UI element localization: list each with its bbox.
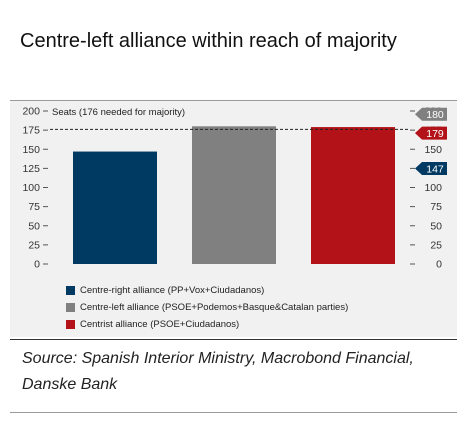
- y-tick-label-right: 0: [436, 259, 442, 271]
- legend-swatch: [66, 286, 75, 295]
- y-tick-label-left: 0: [34, 259, 40, 271]
- source-divider: [10, 339, 457, 340]
- value-tag-2: [415, 126, 447, 140]
- y-tick-label-left: 100: [22, 182, 40, 194]
- y-tick-label-left: 175: [22, 125, 40, 137]
- legend-label: Centrist alliance (PSOE+Ciudadanos): [80, 319, 240, 330]
- chart-title: Centre-left alliance within reach of maj…: [20, 30, 397, 52]
- legend: Centre-right alliance (PP+Vox+Ciudadanos…: [66, 282, 348, 333]
- y-tick-label-left: 125: [22, 163, 40, 175]
- y-axis-label: Seats (176 needed for majority): [52, 107, 185, 118]
- y-tick-label-left: 25: [28, 239, 40, 251]
- legend-swatch: [66, 320, 75, 329]
- legend-item: Centre-right alliance (PP+Vox+Ciudadanos…: [66, 282, 348, 299]
- bottom-divider: [10, 412, 457, 413]
- value-tag-label-0: 147: [426, 163, 444, 175]
- value-tag-label-2: 179: [426, 128, 444, 140]
- y-tick-label-left: 150: [22, 144, 40, 156]
- legend-item: Centrist alliance (PSOE+Ciudadanos): [66, 316, 348, 333]
- top-divider: [10, 100, 457, 101]
- y-tick-label-left: 50: [28, 220, 40, 232]
- y-tick-label-right: 100: [424, 182, 442, 194]
- legend-swatch: [66, 303, 75, 312]
- value-tag-label-1: 180: [426, 109, 444, 121]
- legend-label: Centre-right alliance (PP+Vox+Ciudadanos…: [80, 285, 265, 296]
- bar-2: [311, 127, 395, 264]
- bar-0: [73, 151, 157, 264]
- y-tick-label-right: 75: [430, 201, 442, 213]
- source-note: Source: Spanish Interior Ministry, Macro…: [22, 350, 414, 393]
- y-tick-label-right: 25: [430, 239, 442, 251]
- y-tick-label-right: 50: [430, 220, 442, 232]
- value-tag-1: [415, 107, 447, 121]
- y-tick-label-left: 75: [28, 201, 40, 213]
- y-tick-label-left: 200: [22, 106, 40, 118]
- legend-item: Centre-left alliance (PSOE+Podemos+Basqu…: [66, 299, 348, 316]
- y-tick-label-right: 150: [424, 144, 442, 156]
- bar-chart: 0025255050757510010012512515015017517520…: [22, 106, 447, 271]
- legend-label: Centre-left alliance (PSOE+Podemos+Basqu…: [80, 302, 349, 313]
- bar-1: [192, 126, 276, 264]
- value-tag-0: [415, 162, 447, 176]
